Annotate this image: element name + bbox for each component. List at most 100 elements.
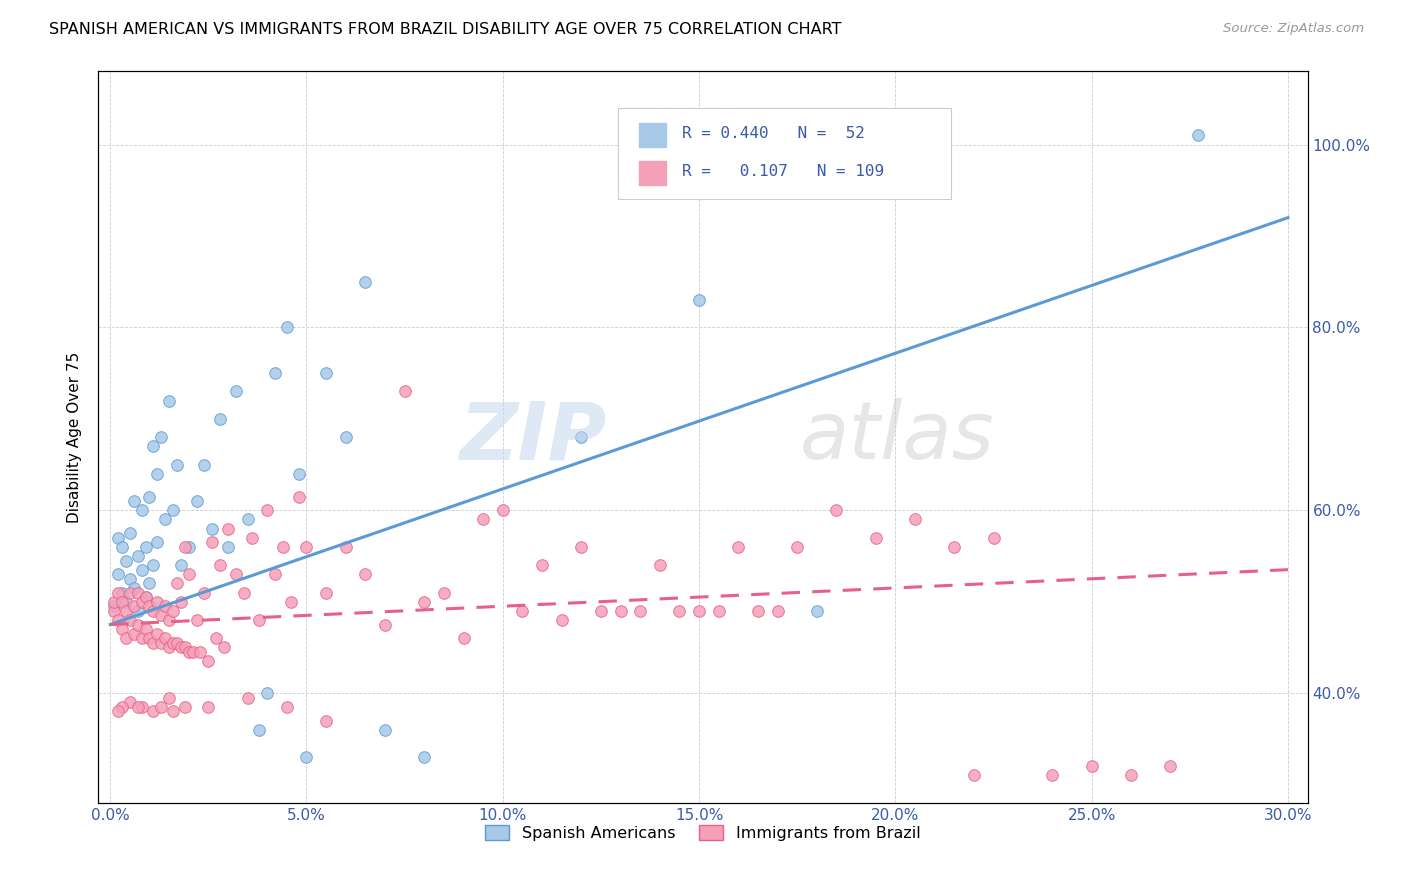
- Point: [648, 558, 671, 573]
- Point: [138, 599, 160, 614]
- Point: [256, 686, 278, 700]
- Point: [157, 640, 180, 655]
- Point: [1042, 768, 1064, 782]
- Point: [122, 494, 145, 508]
- Point: [103, 594, 125, 608]
- Point: [170, 558, 193, 573]
- Point: [209, 412, 232, 426]
- Point: [173, 640, 195, 655]
- Point: [135, 590, 157, 604]
- Point: [103, 604, 125, 618]
- Point: [193, 585, 215, 599]
- Point: [127, 699, 149, 714]
- Point: [217, 521, 239, 535]
- Point: [146, 626, 169, 640]
- Text: R = 0.440   N =  52: R = 0.440 N = 52: [682, 126, 865, 141]
- Point: [146, 594, 169, 608]
- Point: [668, 604, 690, 618]
- Point: [688, 604, 710, 618]
- Point: [589, 604, 612, 618]
- Point: [131, 699, 153, 714]
- Point: [115, 632, 138, 646]
- Point: [193, 458, 215, 472]
- Point: [247, 613, 270, 627]
- Point: [688, 293, 710, 307]
- Point: [118, 695, 141, 709]
- Bar: [638, 161, 665, 185]
- Point: [240, 531, 263, 545]
- Point: [166, 458, 188, 472]
- Point: [177, 645, 200, 659]
- Point: [127, 617, 149, 632]
- Point: [107, 567, 129, 582]
- Point: [170, 594, 193, 608]
- Point: [315, 714, 337, 728]
- Point: [394, 384, 416, 399]
- Point: [111, 540, 134, 554]
- Point: [197, 654, 219, 668]
- Point: [150, 699, 173, 714]
- Point: [354, 275, 377, 289]
- Point: [1080, 759, 1102, 773]
- Point: [111, 699, 134, 714]
- Point: [157, 613, 180, 627]
- Point: [280, 594, 302, 608]
- Point: [186, 613, 208, 627]
- Text: Source: ZipAtlas.com: Source: ZipAtlas.com: [1223, 22, 1364, 36]
- Text: ZIP: ZIP: [458, 398, 606, 476]
- Point: [170, 640, 193, 655]
- Point: [374, 723, 396, 737]
- Point: [142, 705, 165, 719]
- Point: [138, 632, 160, 646]
- Point: [295, 540, 318, 554]
- Point: [1119, 768, 1142, 782]
- Point: [142, 604, 165, 618]
- Text: R =   0.107   N = 109: R = 0.107 N = 109: [682, 164, 884, 179]
- Point: [276, 699, 298, 714]
- Point: [569, 540, 592, 554]
- Point: [413, 750, 436, 764]
- Point: [111, 594, 134, 608]
- Point: [107, 531, 129, 545]
- Legend: Spanish Americans, Immigrants from Brazil: Spanish Americans, Immigrants from Brazi…: [479, 819, 927, 847]
- Point: [127, 549, 149, 563]
- Text: SPANISH AMERICAN VS IMMIGRANTS FROM BRAZIL DISABILITY AGE OVER 75 CORRELATION CH: SPANISH AMERICAN VS IMMIGRANTS FROM BRAZ…: [49, 22, 842, 37]
- Point: [264, 366, 287, 380]
- Point: [111, 585, 134, 599]
- Point: [138, 576, 160, 591]
- Point: [118, 585, 141, 599]
- Point: [162, 604, 184, 618]
- Point: [201, 521, 224, 535]
- Point: [943, 540, 966, 554]
- Point: [550, 613, 572, 627]
- Point: [157, 690, 180, 705]
- Point: [256, 503, 278, 517]
- Point: [162, 503, 184, 517]
- Point: [127, 585, 149, 599]
- Point: [197, 699, 219, 714]
- Point: [225, 384, 247, 399]
- Point: [786, 540, 808, 554]
- Point: [276, 320, 298, 334]
- Point: [287, 467, 309, 481]
- Point: [1159, 759, 1181, 773]
- Point: [153, 632, 176, 646]
- Point: [232, 585, 254, 599]
- Point: [107, 585, 129, 599]
- Point: [531, 558, 554, 573]
- Point: [135, 590, 157, 604]
- Point: [131, 563, 153, 577]
- Point: [354, 567, 377, 582]
- Point: [1187, 128, 1209, 143]
- Point: [225, 567, 247, 582]
- Point: [177, 540, 200, 554]
- Point: [271, 540, 294, 554]
- Point: [157, 393, 180, 408]
- Point: [186, 494, 208, 508]
- Point: [166, 576, 188, 591]
- Text: atlas: atlas: [800, 398, 994, 476]
- FancyBboxPatch shape: [619, 108, 950, 200]
- Point: [963, 768, 986, 782]
- Point: [628, 604, 651, 618]
- Point: [181, 645, 204, 659]
